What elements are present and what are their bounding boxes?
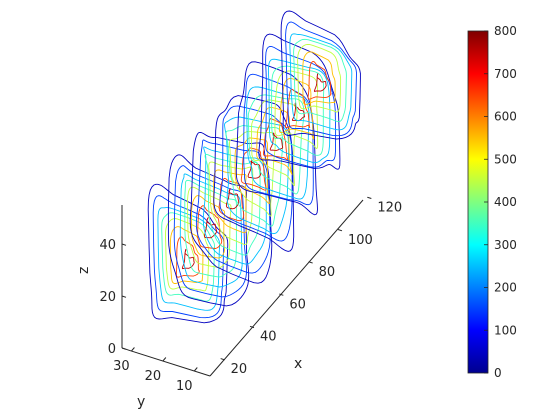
colorbar-tick-label: 300 [494,238,517,252]
x-tick-mark [308,261,313,264]
contour-line [225,187,240,210]
contour-line [246,86,310,200]
z-tick-label: 40 [99,238,116,253]
x-tick-label: 100 [348,233,373,248]
colorbar-tick-label: 0 [494,366,502,380]
contour-line [152,195,225,319]
colorbar-ticks: 0 100 200 300 400 500 600 700 800 [484,24,517,380]
contour-line [285,21,357,137]
contour-line [240,147,267,191]
contour-line [157,207,221,311]
x-axis-label: x [294,356,302,372]
colorbar-tick-label: 800 [494,24,517,38]
contour-line [224,116,290,235]
x-tick-mark [279,293,284,296]
contour-line [302,51,336,105]
colorbar-tick-label: 100 [494,323,517,337]
contour-line [234,137,270,205]
contour-line [293,38,347,123]
contour-line [169,226,204,284]
contour-line [269,132,284,151]
contour-line [175,236,200,278]
x-tick-mark [220,358,225,361]
colorbar: 0 100 200 300 400 500 600 700 800 [467,24,517,380]
y-axis-line [121,347,211,377]
x-tick-label: 120 [377,201,402,216]
colorbar-tick-label: 700 [494,67,517,81]
contour-slice [147,183,229,324]
contour-line [219,105,293,242]
contour-line [189,131,273,284]
contour-line [251,99,298,187]
contour-line [179,173,243,288]
contour-line [187,186,232,269]
contour-line [297,43,342,113]
y-tick-label: 20 [145,369,162,384]
contour-line [265,46,337,168]
x-tick-label: 20 [231,362,248,377]
y-tick-label: 30 [113,359,130,374]
colorbar-tick-label: 400 [494,195,517,209]
x-tick-mark [367,196,372,200]
axes-3d [121,199,364,377]
contour-line [213,95,295,252]
contour-line [204,153,261,256]
contour-slice [235,61,318,216]
colorbar-tick-label: 600 [494,110,517,124]
contour-line [218,177,245,222]
y-tick-mark [162,357,167,362]
z-tick-mark [121,295,127,298]
contour-line [307,61,332,100]
contour-line [229,130,276,217]
colorbar-tick-label: 200 [494,281,517,295]
x-tick-label: 60 [289,297,306,312]
contour-slice [280,10,361,140]
y-axis-label: y [137,394,145,410]
contour-line [213,169,247,234]
z-tick-label: 0 [108,342,116,357]
x-tick-label: 80 [319,265,336,280]
contour-line [204,216,218,239]
contour-line [247,94,305,195]
y-tick-label: 10 [176,379,193,394]
y-tick-mark [193,367,198,372]
contour-line [289,33,353,131]
contour-line [202,146,267,265]
contour-line [243,73,314,206]
contour-line [313,73,327,92]
contour-line [267,58,331,164]
contour-slice [213,95,295,252]
contour-line [147,183,229,324]
contour-line [235,61,318,216]
contour-line [165,218,210,292]
contour-line [256,106,293,176]
z-tick-mark [121,243,127,246]
contour-lines [147,10,361,324]
x-tick-mark [249,325,255,329]
contour-line [161,212,215,302]
colorbar-tick-label: 500 [494,152,517,166]
contour-line [173,165,247,298]
contour-line [247,159,262,179]
x-axis-line [209,199,364,377]
z-axis-label: z [76,267,92,274]
y-tick-mark [131,347,135,352]
contour-line [225,125,284,227]
x-tick-label: 40 [260,330,277,345]
contour-line [280,10,361,140]
z-tick-label: 20 [99,290,116,305]
contour-line [181,248,195,270]
contour-line [271,65,325,156]
x-tick-mark [337,229,343,232]
z-tick-mark [121,347,127,350]
